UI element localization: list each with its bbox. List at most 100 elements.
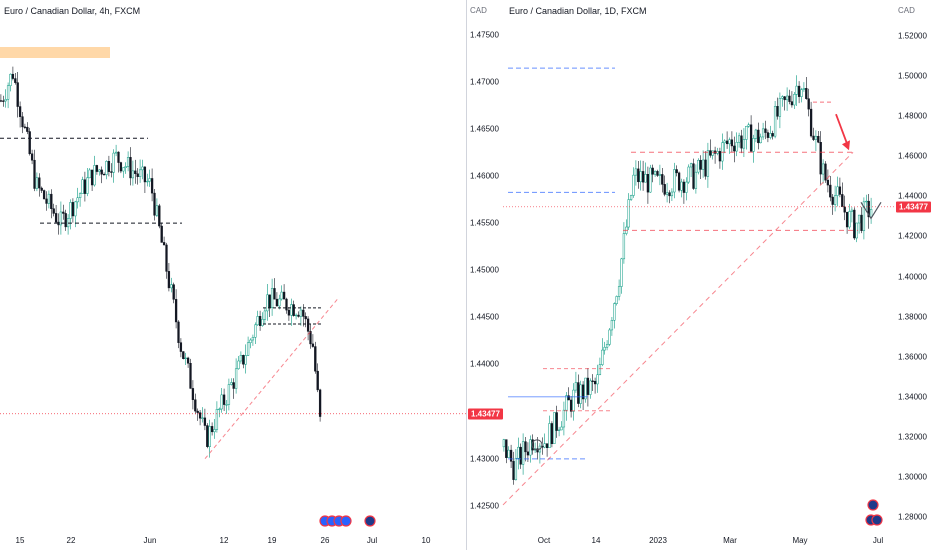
right-candle-body [694, 171, 698, 189]
left-candle-body [153, 192, 156, 216]
left-candle-body [74, 201, 77, 217]
left-candle-body [150, 178, 154, 194]
right-chart-panel[interactable]: Euro / Canadian Dollar, 1D, FXCM CAD 1.5… [502, 0, 932, 550]
right-y-tick: 1.52000 [898, 31, 927, 41]
left-event-marker[interactable] [364, 515, 376, 527]
left-candle-body [114, 151, 118, 154]
left-candle-body [112, 152, 115, 173]
left-candle-body [38, 177, 41, 189]
left-candle-body [21, 116, 24, 128]
right-candle-body [665, 192, 669, 195]
right-candle-body [574, 382, 578, 391]
right-candle-body [685, 181, 688, 193]
right-chart-plot[interactable] [502, 0, 932, 550]
event-dot[interactable] [867, 499, 879, 511]
middle-y-tick: 1.44000 [470, 359, 499, 369]
middle-y-tick: 1.44500 [470, 312, 499, 322]
right-candle-body [565, 395, 568, 411]
right-candle-body [649, 167, 652, 193]
left-event-marker[interactable] [340, 515, 352, 527]
right-trendline [502, 151, 854, 506]
event-dot[interactable] [364, 515, 376, 527]
left-candle-body [162, 242, 166, 246]
left-candle-body [246, 342, 250, 356]
right-candle-body [548, 423, 551, 449]
left-candle-body [11, 73, 15, 79]
right-candle-body [862, 201, 866, 231]
right-candle-body [850, 209, 854, 212]
right-candle-body [814, 135, 818, 140]
middle-price-axis[interactable]: CAD 1.47500 1.47000 1.46500 1.46000 1.45500 1… [467, 0, 503, 550]
left-candle-body [215, 409, 219, 430]
right-candle-body [615, 296, 618, 304]
left-chart-panel[interactable]: Euro / Canadian Dollar, 4h, FXCM 15 22 Jun… [0, 0, 466, 550]
left-x-tick: 22 [66, 536, 76, 545]
left-candle-body [194, 399, 197, 412]
right-y-tick: 1.28000 [898, 512, 927, 522]
right-candle-body [740, 135, 743, 149]
middle-y-tick: 1.45500 [470, 218, 499, 228]
left-candle-body [148, 178, 151, 182]
right-candle-body [841, 194, 844, 208]
event-dot[interactable] [871, 514, 883, 526]
left-x-tick: Jul [366, 536, 378, 545]
right-candle-body [757, 129, 760, 144]
left-x-tick: 19 [267, 536, 277, 545]
right-candle-body [745, 126, 748, 140]
left-candle-body [184, 357, 187, 360]
right-candle-body [723, 140, 726, 144]
panel-divider[interactable] [466, 0, 467, 550]
event-dot[interactable] [340, 515, 352, 527]
left-candle-body [98, 169, 101, 172]
right-y-tick: 1.30000 [898, 472, 927, 482]
left-candle-body [254, 324, 257, 338]
left-candle-body [138, 169, 142, 177]
right-candle-body [653, 171, 657, 175]
middle-y-tick: 1.45000 [470, 265, 499, 275]
left-x-tick: 26 [320, 536, 330, 545]
left-candle-body [18, 106, 22, 117]
right-candle-body [524, 441, 527, 453]
right-candle-body [853, 209, 856, 239]
left-candle-body [62, 211, 65, 214]
left-candle-body [2, 100, 5, 102]
left-candle-body [126, 157, 130, 167]
left-candle-body [309, 331, 312, 345]
left-candle-body [191, 388, 195, 400]
right-candle-body [754, 129, 758, 139]
right-candle-body [543, 443, 546, 448]
left-candle-body [117, 151, 120, 163]
right-candle-body [502, 439, 506, 448]
right-candle-body [505, 439, 508, 458]
left-candle-body [292, 304, 295, 316]
right-x-tick: May [792, 536, 808, 545]
left-candle-body [33, 159, 36, 189]
right-candle-body [812, 135, 815, 140]
middle-last-price-tag: 1.43477 [468, 408, 503, 420]
left-candle-body [76, 197, 79, 203]
right-chart-title: Euro / Canadian Dollar, 1D, FXCM [509, 6, 647, 16]
right-candle-body [857, 214, 861, 224]
left-candle-body [273, 288, 276, 300]
right-y-tick: 1.38000 [898, 312, 927, 322]
left-candle-body [294, 314, 298, 317]
middle-axis-currency: CAD [470, 6, 487, 15]
left-candle-body [78, 193, 82, 198]
left-candle-body [210, 426, 214, 433]
left-chart-plot[interactable] [0, 0, 466, 550]
left-candle-body [131, 170, 135, 179]
right-candle-body [800, 89, 803, 97]
right-candle-body [569, 399, 573, 412]
left-candle-body [167, 271, 171, 289]
left-candle-body [146, 180, 149, 183]
right-candle-body [833, 195, 837, 205]
right-candle-body [567, 395, 570, 401]
left-candle-body [50, 193, 53, 209]
right-candle-body [680, 181, 683, 191]
right-candle-body [641, 171, 645, 183]
left-candle-body [266, 294, 269, 312]
right-candle-body [759, 136, 762, 144]
right-candle-body [773, 106, 777, 137]
right-candle-body [601, 349, 604, 365]
middle-y-tick: 1.46000 [470, 171, 499, 181]
